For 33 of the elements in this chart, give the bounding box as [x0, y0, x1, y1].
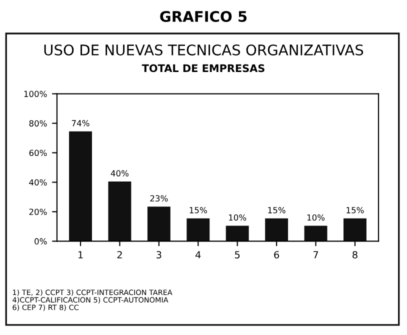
y-tick-label: 80%: [29, 120, 47, 127]
y-tick-label: 20%: [29, 208, 47, 216]
x-tick-label: 1: [78, 251, 83, 258]
bar: [108, 182, 132, 242]
data-label: 10%: [307, 214, 325, 221]
data-label: 10%: [229, 214, 246, 221]
bar: [304, 226, 328, 242]
x-tick-label: 6: [274, 251, 280, 258]
chart-title: USO DE NUEVAS TECNICAS ORGANIZATIVAS: [44, 44, 364, 56]
x-tick-label: 7: [313, 251, 318, 258]
data-label: 15%: [268, 207, 286, 214]
bar: [226, 226, 249, 242]
bar: [147, 206, 170, 242]
x-tick-label: 4: [196, 251, 201, 258]
data-label: 40%: [110, 170, 129, 176]
y-tick-label: 40%: [29, 179, 47, 186]
y-tick-label: 100%: [24, 90, 47, 98]
bar: [344, 218, 366, 242]
data-label: 15%: [190, 207, 207, 214]
chart-subtitle: TOTAL DE EMPRESAS: [142, 64, 264, 72]
data-label: 23%: [150, 195, 168, 202]
bar: [186, 218, 210, 242]
x-tick-label: 8: [352, 251, 358, 258]
x-tick-label: 2: [117, 251, 122, 258]
data-label: 15%: [346, 207, 364, 214]
x-tick-label: 5: [235, 251, 240, 258]
y-tick-label: 0%: [34, 238, 47, 244]
text: GRAFICO 5: [160, 10, 247, 22]
x-tick-label: 3: [156, 251, 162, 258]
bar: [265, 218, 288, 242]
bar: [69, 131, 92, 242]
data-label: 74%: [72, 120, 90, 126]
y-tick-label: 60%: [29, 150, 47, 156]
